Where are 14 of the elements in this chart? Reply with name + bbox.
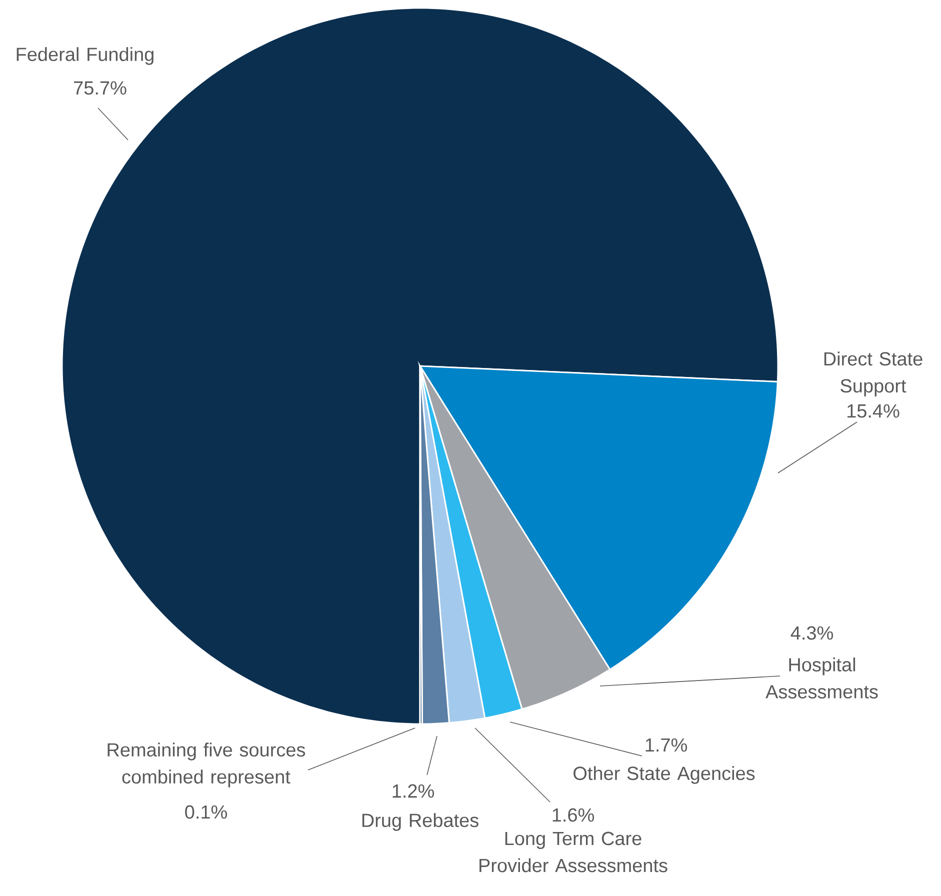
slice-label: Other State Agencies [574,766,755,784]
data-label: 0.1% [185,805,227,819]
data-label: 75.7% [74,81,126,95]
slice-label: Drug Rebates [362,813,478,831]
data-label: 4.3% [790,626,833,640]
data-label: 1.2% [392,784,434,798]
slice-label: Long Term Care Provider Assessments [480,832,668,872]
slice-label: Direct State Support [824,352,922,396]
slice-label: Federal Funding [16,47,154,65]
data-label: 1.7% [646,738,687,752]
slice-label: Hospital Assessments [766,658,878,698]
slice-label: Remaining five sources combined represent [108,742,306,788]
data-label: 1.6% [552,808,594,822]
data-label: 15.4% [848,404,900,418]
